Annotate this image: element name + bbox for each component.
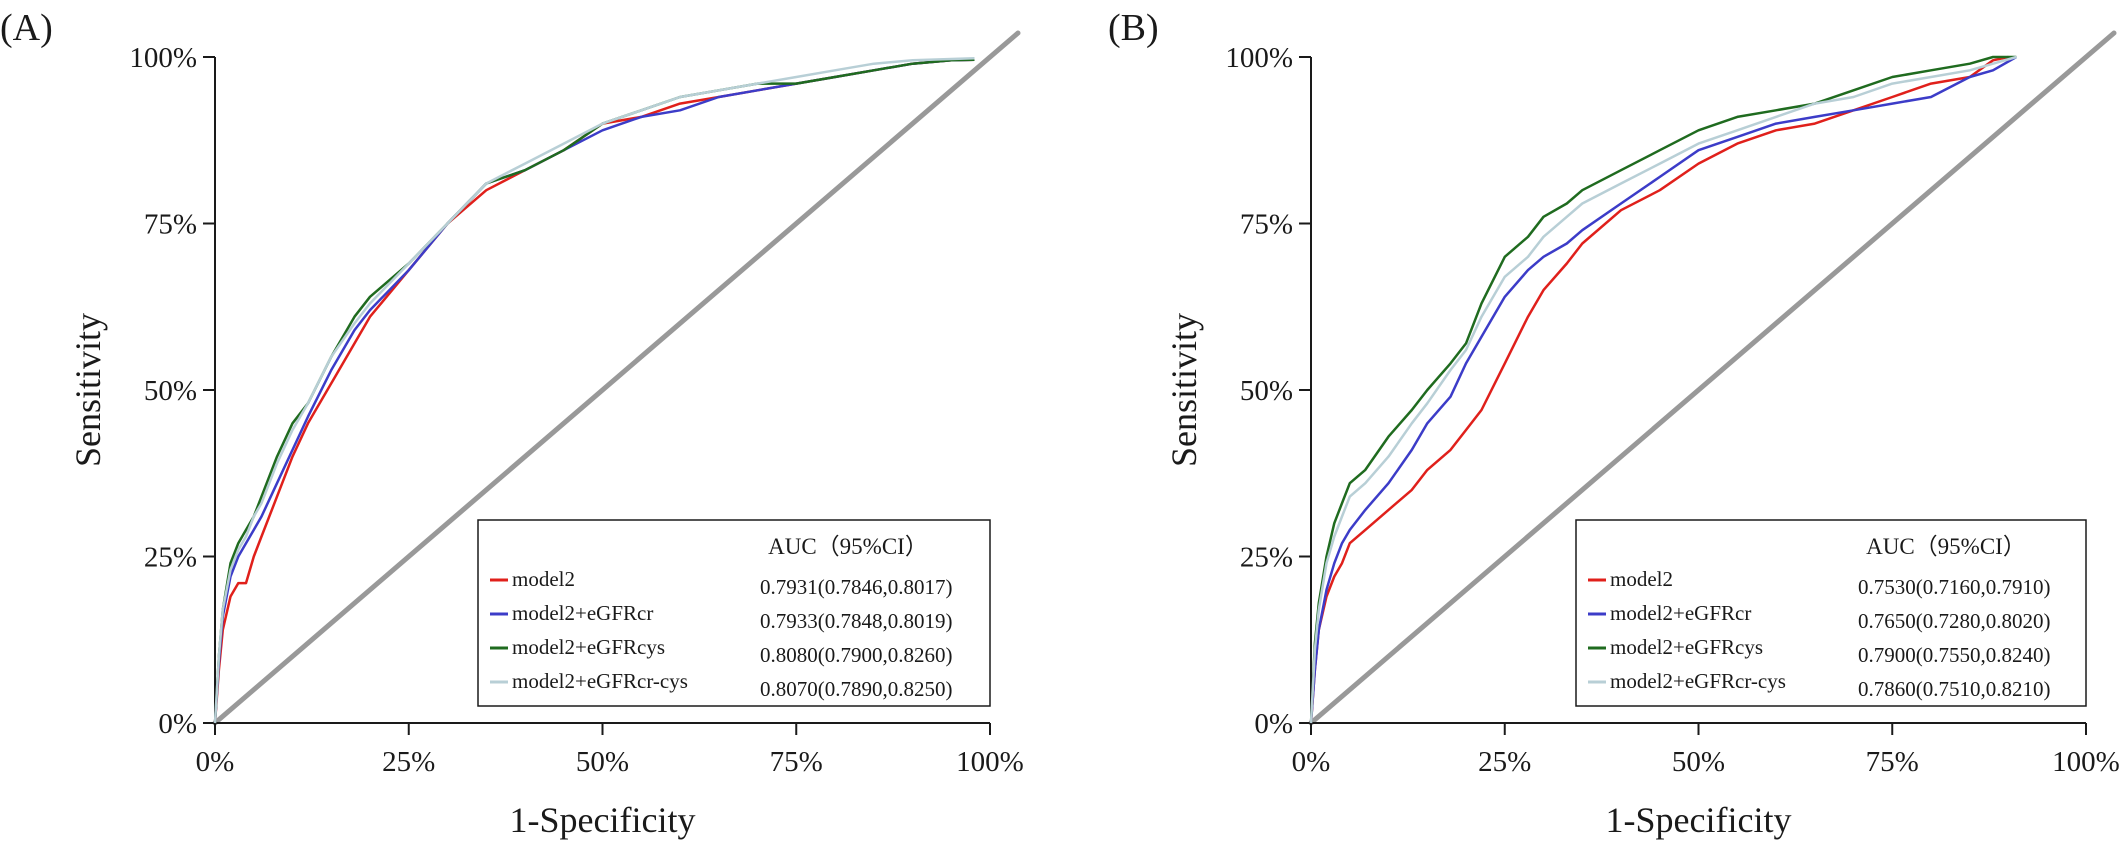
roc-panel-a: (A) 0% 25% 50% 75% 100% 0% 25% 50% 75% 100% 1-Speci… [0,7,1024,840]
x-tick-label: 25% [382,746,435,778]
y-tick-label: 25% [1240,542,1293,574]
panel-label: (A) [0,7,53,49]
legend: AUC（95%CI） model2 0.7931(0.7846,0.8017) mod… [477,519,991,707]
x-axis-title: 1-Specificity [510,800,696,840]
roc-curve [213,57,975,724]
legend-series-name: model2+eGFRcr [1610,601,1751,625]
legend-series-name: model2+eGFRcys [512,635,665,659]
x-tick-label: 50% [576,746,629,778]
y-axis-title: Sensitivity [68,313,108,467]
roc-curve [1309,55,2017,724]
y-tick-label: 75% [1240,209,1293,241]
y-tick-label: 50% [144,375,197,407]
legend-auc-value: 0.8070(0.7890,0.8250) [760,677,953,701]
legend-auc-value: 0.7860(0.7510,0.8210) [1858,677,2051,701]
legend-auc-value: 0.7650(0.7280,0.8020) [1858,609,2051,633]
y-tick-label: 100% [1225,42,1293,74]
legend-auc-value: 0.7933(0.7848,0.8019) [760,609,953,633]
y-tick-label: 50% [1240,375,1293,407]
legend-series-name: model2+eGFRcys [1610,635,1763,659]
y-tick-label: 75% [144,209,197,241]
y-axis-title: Sensitivity [1164,313,1204,467]
x-tick-label: 75% [770,746,823,778]
legend-header: AUC（95%CI） [1866,534,2026,559]
legend-box [1575,519,2087,707]
y-tick-label: 0% [1254,708,1293,740]
x-tick-label: 50% [1672,746,1725,778]
legend-auc-value: 0.8080(0.7900,0.8260) [760,643,953,667]
legend-auc-value: 0.7530(0.7160,0.7910) [1858,575,2051,599]
x-tick-label: 100% [956,746,1024,778]
y-tick-label: 25% [144,542,197,574]
legend-series-name: model2 [1610,567,1673,591]
legend-series-name: model2+eGFRcr-cys [1610,669,1786,693]
panel-label: (B) [1108,7,1159,49]
x-tick-label: 0% [196,746,235,778]
legend-series-name: model2+eGFRcr [512,601,653,625]
y-tick-label: 0% [158,708,197,740]
reference-diagonal-line [212,30,1021,726]
y-tick-label: 100% [129,42,197,74]
legend: AUC（95%CI） model2 0.7530(0.7160,0.7910) mod… [1575,519,2087,707]
legend-auc-value: 0.7931(0.7846,0.8017) [760,575,953,599]
x-tick-label: 100% [2052,746,2120,778]
legend-header: AUC（95%CI） [768,534,928,559]
reference-diagonal-line [1308,30,2117,726]
legend-series-name: model2 [512,567,575,591]
roc-curve [1309,55,2017,724]
x-axis-title: 1-Specificity [1606,800,1792,840]
roc-panel-b: (B) 0% 25% 50% 75% 100% 0% 25% 50% 75% 100% 1-Speci… [1108,7,2120,840]
legend-box [477,519,991,707]
x-tick-label: 0% [1292,746,1331,778]
legend-auc-value: 0.7900(0.7550,0.8240) [1858,643,2051,667]
x-tick-label: 75% [1866,746,1919,778]
legend-series-name: model2+eGFRcr-cys [512,669,688,693]
roc-curve [1309,55,2017,724]
x-tick-label: 25% [1478,746,1531,778]
